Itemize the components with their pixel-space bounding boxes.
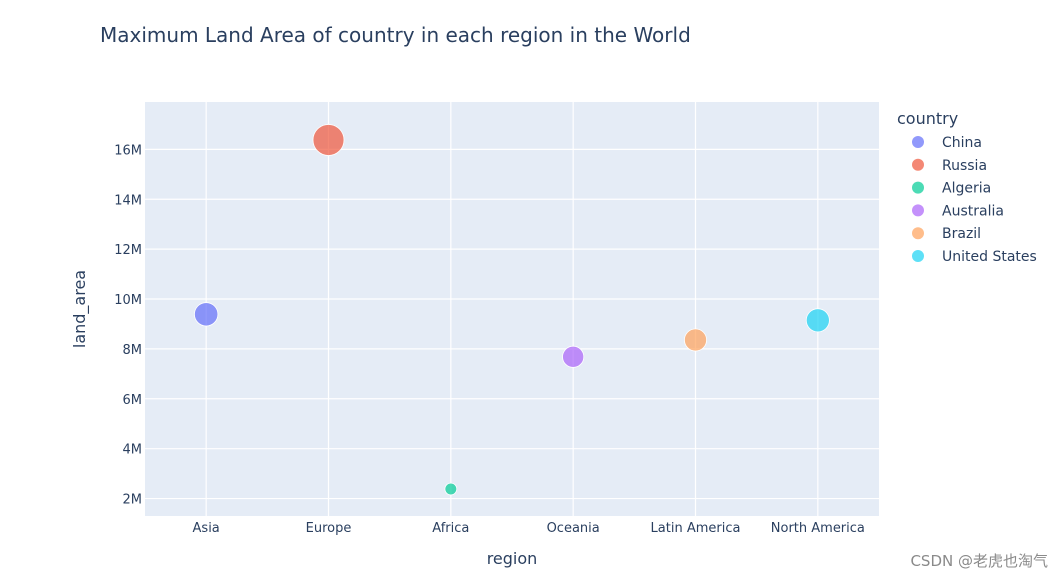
y-tick-label: 14M xyxy=(114,193,142,208)
y-axis-title: land_area xyxy=(70,270,90,348)
chart-title: Maximum Land Area of country in each reg… xyxy=(100,23,691,47)
legend-label: Brazil xyxy=(942,226,981,242)
y-tick-label: 10M xyxy=(114,293,142,308)
x-tick-label: North America xyxy=(771,521,865,536)
legend-label: China xyxy=(942,135,982,151)
y-tick-label: 16M xyxy=(114,143,142,158)
y-axis-ticks: 2M 4M 6M 8M 10M 12M 14M 16M xyxy=(114,143,142,507)
x-axis-ticks: Asia Europe Africa Oceania Latin America Nort… xyxy=(193,521,865,536)
legend-marker xyxy=(912,181,924,194)
y-tick-label: 2M xyxy=(123,493,143,508)
legend-item-algeria[interactable]: Algeria xyxy=(912,181,991,197)
legend-item-china[interactable]: China xyxy=(912,135,982,151)
data-point-united-states[interactable] xyxy=(805,308,830,333)
legend-item-brazil[interactable]: Brazil xyxy=(912,226,981,242)
x-tick-label: Africa xyxy=(432,521,469,536)
plot-area xyxy=(145,102,879,516)
data-point-brazil[interactable] xyxy=(684,328,707,352)
data-point-russia[interactable] xyxy=(312,124,345,156)
legend-title: country xyxy=(897,109,958,128)
legend-marker xyxy=(912,250,924,262)
legend-label: Algeria xyxy=(942,181,991,197)
x-tick-label: Europe xyxy=(306,521,352,536)
data-point-australia[interactable] xyxy=(562,345,585,368)
legend-marker xyxy=(912,158,924,171)
legend-marker xyxy=(912,136,924,148)
legend-item-australia[interactable]: Australia xyxy=(912,203,1004,219)
data-point-algeria[interactable] xyxy=(444,482,458,496)
x-tick-label: Latin America xyxy=(651,521,741,536)
legend-marker xyxy=(912,204,924,217)
legend-label: Russia xyxy=(942,158,987,174)
legend[interactable]: China Russia Algeria Australia Brazil United … xyxy=(912,135,1037,265)
watermark-text: CSDN @老虎也淘气 xyxy=(910,552,1048,570)
data-point-china[interactable] xyxy=(194,302,219,327)
legend-item-united-states[interactable]: United States xyxy=(912,249,1037,265)
x-tick-label: Asia xyxy=(193,521,220,536)
legend-label: United States xyxy=(942,249,1037,265)
legend-marker xyxy=(912,227,924,240)
y-tick-label: 6M xyxy=(123,393,143,408)
legend-item-russia[interactable]: Russia xyxy=(912,158,987,174)
x-axis-title: region xyxy=(487,549,538,568)
data-points[interactable] xyxy=(194,124,830,496)
x-tick-label: Oceania xyxy=(547,521,600,536)
y-tick-label: 12M xyxy=(114,243,142,258)
legend-label: Australia xyxy=(942,203,1004,219)
y-tick-label: 8M xyxy=(123,343,143,358)
y-tick-label: 4M xyxy=(123,443,143,458)
